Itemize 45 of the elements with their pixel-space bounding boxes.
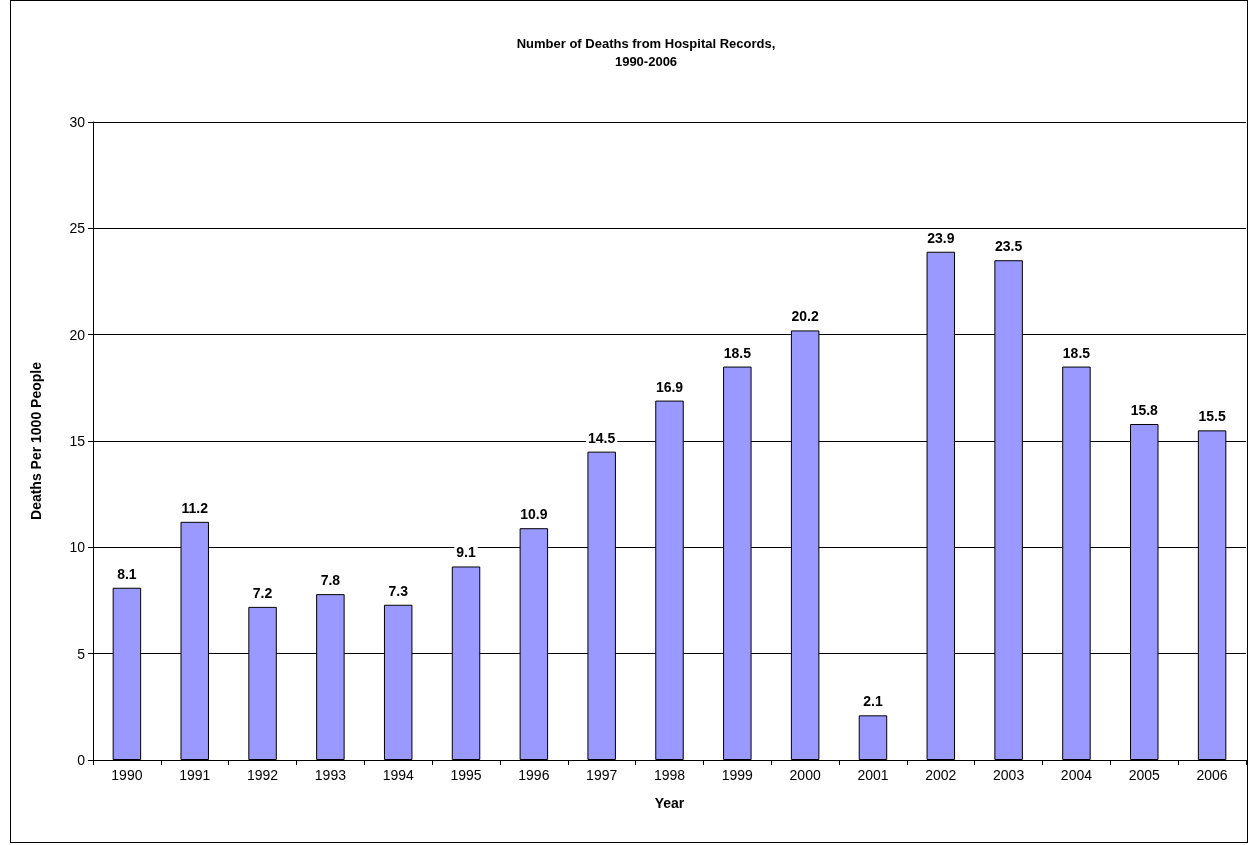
x-tick-label: 2006	[1196, 767, 1228, 783]
data-label: 18.5	[723, 344, 752, 361]
data-label: 23.5	[994, 238, 1023, 255]
data-label: 20.2	[791, 308, 819, 325]
y-tick-label: 5	[77, 645, 86, 662]
y-tick-label: 30	[69, 114, 86, 130]
bar	[858, 715, 888, 760]
x-tick-label: 1995	[450, 767, 482, 783]
x-tick-label: 2005	[1128, 767, 1161, 783]
y-tick-label: 10	[69, 539, 86, 556]
x-tick-label: 1999	[721, 767, 754, 783]
y-axis-title: Deaths Per 1000 People	[28, 361, 44, 520]
x-axis-title: Year	[654, 795, 685, 811]
data-label: 11.2	[181, 499, 209, 516]
x-tick-label: 1990	[111, 767, 143, 783]
x-tick-label: 2001	[857, 767, 889, 783]
data-label: 8.1	[117, 565, 137, 582]
y-tick-label: 25	[69, 220, 86, 237]
x-tick-label: 1997	[586, 767, 618, 783]
data-label: 10.9	[520, 506, 548, 523]
data-label: 7.3	[388, 582, 409, 599]
y-tick-label: 20	[69, 326, 86, 343]
x-tick-label: 1994	[382, 767, 414, 783]
y-tick-label: 15	[69, 433, 86, 449]
x-tick-label: 2003	[993, 767, 1025, 783]
data-label: 18.5	[1062, 344, 1091, 361]
x-tick-label: 2002	[925, 767, 957, 783]
data-label: 2.1	[863, 693, 883, 710]
x-tick-label: 1996	[518, 767, 550, 783]
chart-title: Number of Deaths from Hospital Records, 1990-2006	[516, 35, 776, 69]
x-tick-label: 1992	[246, 767, 279, 783]
x-tick-label: 2000	[789, 767, 821, 783]
x-tick-label: 1993	[314, 767, 347, 783]
data-label: 15.8	[1130, 401, 1159, 418]
x-tick-label: 2004	[1060, 767, 1093, 783]
data-label: 23.9	[927, 229, 955, 246]
x-tick-label: 1998	[653, 767, 686, 783]
data-label: 7.2	[252, 584, 273, 601]
y-tick-label: 0	[77, 752, 86, 768]
data-label: 9.1	[456, 544, 476, 561]
data-label: 16.9	[655, 378, 684, 395]
data-label: 7.8	[320, 572, 341, 589]
data-label: 14.5	[588, 429, 616, 446]
x-tick-label: 1991	[179, 767, 211, 783]
data-label: 15.5	[1198, 408, 1226, 425]
